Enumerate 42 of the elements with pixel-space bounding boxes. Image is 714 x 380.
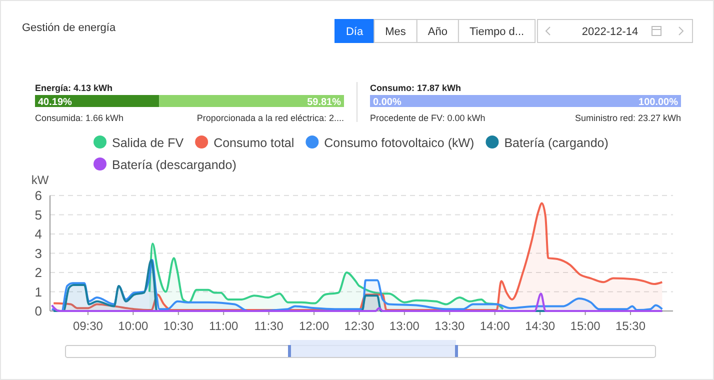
legend-label: Salida de FV [112, 136, 184, 150]
legend-label: Batería (descargando) [112, 158, 236, 172]
x-tick-label: 12:30 [344, 319, 375, 333]
text: 100.00% [638, 97, 678, 108]
x-tick-label: 13:00 [389, 319, 420, 333]
x-tick-label: 13:30 [434, 319, 465, 333]
text: 2022-12-14 [582, 26, 638, 38]
x-tick-label: 14:00 [480, 319, 510, 333]
x-tick-label: 10:30 [163, 319, 194, 333]
chart-title: Energía: 4.13 kWh [35, 83, 113, 93]
y-tick-label: 3 [34, 246, 42, 261]
text: 0.00% [373, 97, 402, 108]
x-tick-label: 15:00 [570, 319, 601, 333]
x-tick-label: 14:30 [525, 319, 556, 333]
text: Día [346, 26, 364, 38]
x-tick-label: 11:00 [209, 319, 239, 333]
x-tick-label: 12:00 [299, 319, 330, 333]
text: Procedente de FV: 0.00 kWh [370, 113, 486, 123]
y-tick-label: 0 [34, 304, 42, 318]
x-tick-label: 09:30 [72, 319, 104, 333]
x-tick-label: 15:30 [615, 319, 646, 333]
text: Suministro red: 23.27 kWh [574, 113, 681, 123]
text: Gestión de energía [22, 22, 116, 34]
y-axis-title: kW [31, 173, 50, 187]
text: Consumida: 1.66 kWh [35, 113, 124, 123]
text: Consumo: 17.87 kWh [370, 83, 462, 93]
x-tick-label: 10:00 [118, 319, 149, 333]
y-tick-label: 2 [34, 265, 42, 280]
y-tick-label: 5 [34, 207, 42, 222]
data-label: 59.81% [307, 97, 342, 108]
legend-label: Consumo total [214, 136, 294, 150]
y-tick-label: 4 [34, 226, 42, 242]
legend-label: Consumo fotovoltaico (kW) [324, 136, 474, 150]
legend-label: Batería (cargando) [504, 136, 608, 150]
text: Mes [385, 26, 406, 38]
text: Tiempo d... [469, 26, 524, 38]
text: Año [428, 26, 448, 38]
data-label: 40.19% [38, 97, 72, 108]
text: Proporcionada a la red eléctrica: 2.... [196, 113, 344, 123]
x-tick-label: 11:30 [254, 319, 284, 333]
y-tick-label: 6 [34, 188, 42, 203]
y-tick-label: 1 [34, 284, 42, 300]
